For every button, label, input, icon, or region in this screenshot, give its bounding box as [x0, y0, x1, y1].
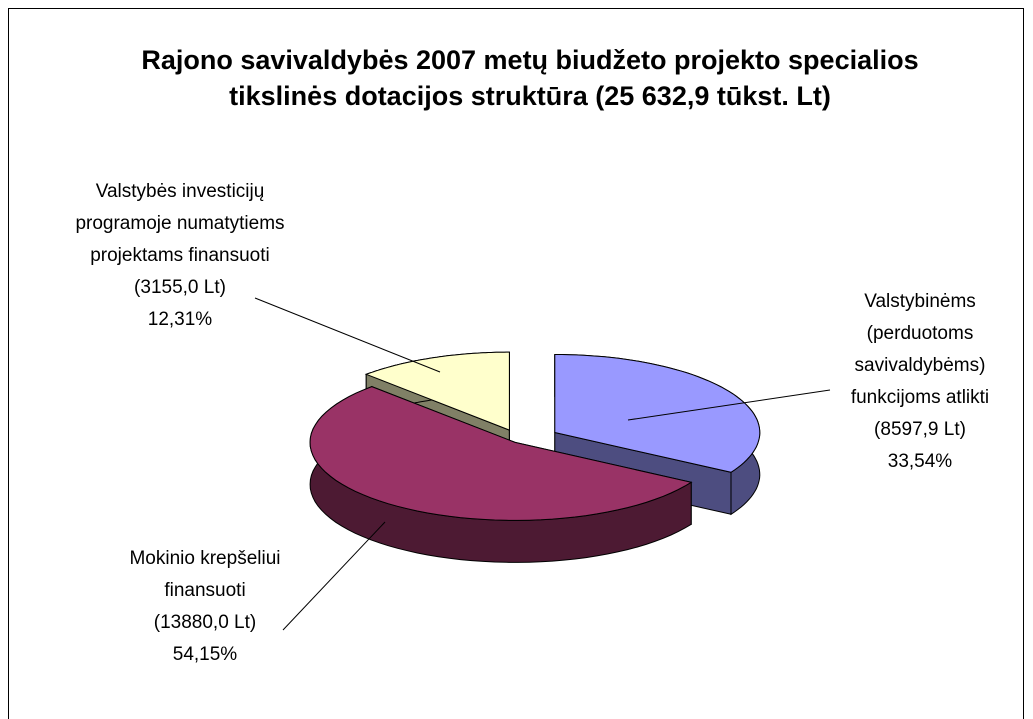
leader-line	[254, 297, 441, 373]
data-label: Valstybinėms (perduotoms savivaldybėms) …	[815, 286, 1025, 478]
amount-label: (8597,9 Lt)	[874, 419, 966, 440]
category-label: Valstybės investicijų programoje numatyt…	[75, 181, 285, 266]
chart-title: Rajono savivaldybės 2007 metų biudžeto p…	[141, 45, 919, 111]
slice	[309, 386, 693, 521]
leader-line	[282, 521, 386, 631]
data-label: Valstybės investicijų programoje numatyt…	[75, 176, 285, 336]
amount-label: (13880,0 Lt)	[153, 612, 257, 633]
leader-line	[627, 389, 831, 421]
data-label: Mokinio krepšeliui finansuoti (13880,0 Lt…	[105, 543, 305, 671]
value-label: 33,54%	[887, 451, 953, 472]
slice	[364, 351, 510, 431]
category-label: Mokinio krepšeliui finansuoti	[129, 548, 281, 601]
value-label: 12,31%	[147, 309, 213, 330]
amount-label: (3155,0 Lt)	[134, 277, 226, 298]
slice	[554, 354, 761, 473]
value-label: 54,15%	[172, 644, 238, 665]
category-label: Valstybinėms (perduotoms savivaldybėms) …	[850, 291, 990, 408]
frame	[8, 8, 1024, 719]
